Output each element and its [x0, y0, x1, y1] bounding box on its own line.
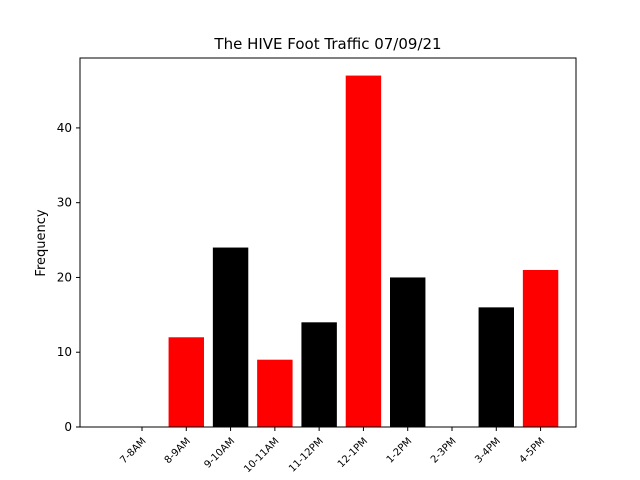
x-tick-label: 9-10AM: [202, 436, 237, 471]
x-tick-label: 4-5PM: [518, 436, 548, 466]
bar-11-12PM: [301, 322, 337, 427]
chart-title: The HIVE Foot Traffic 07/09/21: [213, 35, 441, 53]
bars-layer: [168, 75, 559, 428]
y-tick-label: 20: [57, 270, 72, 284]
x-tick-label: 10-11AM: [242, 436, 281, 475]
bar-3-4PM: [478, 307, 514, 427]
x-tick-label: 7-8AM: [118, 436, 148, 466]
y-tick-label: 10: [57, 345, 72, 359]
x-tick-label: 8-9AM: [163, 436, 193, 466]
x-tick-label: 11-12PM: [287, 436, 326, 475]
bar-12-1PM: [345, 75, 382, 428]
x-tick-label: 2-3PM: [429, 436, 459, 466]
y-axis-ticks: 0 10 20 30 40: [57, 121, 80, 434]
y-axis-label: Frequency: [34, 209, 49, 276]
bar-8-9AM: [168, 337, 204, 427]
bar-9-10AM: [212, 247, 249, 427]
x-tick-label: 12-1PM: [336, 436, 370, 470]
x-axis-ticks: 7-8AM 8-9AM 9-10AM 10-11AM 11-12PM 12-1PM 1-2P…: [118, 427, 547, 475]
bar-1-2PM: [390, 277, 426, 427]
bar-4-5PM: [522, 269, 559, 427]
plot-frame: [79, 57, 577, 428]
y-tick-label: 40: [57, 121, 72, 135]
x-tick-label: 3-4PM: [473, 436, 503, 466]
bar-10-11AM: [257, 359, 293, 427]
y-tick-label: 30: [57, 196, 72, 210]
y-tick-label: 0: [64, 420, 72, 434]
x-tick-label: 1-2PM: [385, 436, 415, 466]
